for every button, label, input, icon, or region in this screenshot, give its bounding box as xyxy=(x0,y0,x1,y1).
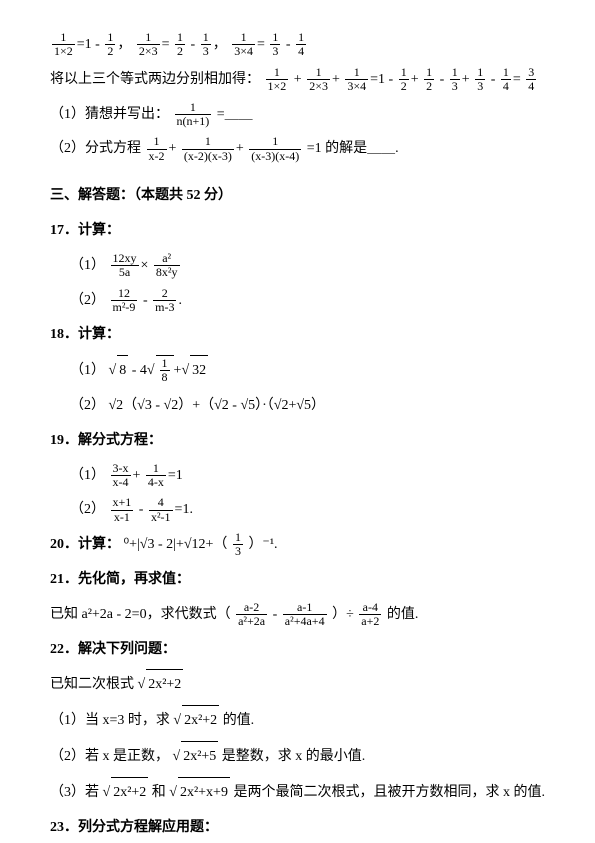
equation-sum-line: 将以上三个等式两边分别相加得： 11×2 + 12×3+ 13×4=1 - 12… xyxy=(50,65,545,96)
q21-heading: 21．先化简，再求值： xyxy=(50,565,545,596)
sum-text: 将以上三个等式两边分别相加得： xyxy=(50,72,260,87)
q20-label: 20．计算： xyxy=(50,537,120,552)
q18-heading: 18．计算： xyxy=(50,320,545,351)
q23-heading: 23．列分式方程解应用题： xyxy=(50,813,545,843)
q21-c: 的值. xyxy=(387,607,419,622)
q19-heading: 19．解分式方程： xyxy=(50,426,545,457)
fenshi-label: （2）分式方程 xyxy=(50,141,141,156)
guess-line: （1）猜想并写出： 1n(n+1) =＿＿ xyxy=(50,100,545,131)
q22-1-end: 的值. xyxy=(223,713,255,728)
q20: 20．计算： ⁰+|√3 - 2|+√12+（ 13 ）⁻¹. xyxy=(50,530,545,561)
q22-intro-text: 已知二次根式 xyxy=(50,677,134,692)
q21-a: 已知 a²+2a - 2=0，求代数式（ xyxy=(50,607,231,622)
q18-1: （1） √8 - 4√18+√32 xyxy=(50,355,545,387)
q19-1-label: （1） xyxy=(70,468,105,483)
q18-2-expr: √2（√3 - √2）+（√2 - √5）·（√2+√5） xyxy=(109,398,326,413)
q19-2-label: （2） xyxy=(70,502,105,517)
fenshi-line: （2）分式方程 1x-2+ 1(x-2)(x-3)+ 1(x-3)(x-4) =… xyxy=(50,134,545,165)
equation-line-top: 11×2=1 - 12， 12×3= 12 - 13， 13×4= 13 - 1… xyxy=(50,30,545,61)
q22-2-end: 是整数，求 x 的最小值. xyxy=(222,749,366,764)
q22-2: （2）若 x 是正数， √2x²+5 是整数，求 x 的最小值. xyxy=(50,741,545,773)
q22-heading: 22．解决下列问题： xyxy=(50,635,545,666)
q22-3-label: （3）若 xyxy=(50,785,99,800)
q18-1-label: （1） xyxy=(70,363,105,378)
q17-heading: 17．计算： xyxy=(50,216,545,247)
q17-1-label: （1） xyxy=(70,258,105,273)
q18-2: （2） √2（√3 - √2）+（√2 - √5）·（√2+√5） xyxy=(50,391,545,422)
guess-label: （1）猜想并写出： xyxy=(50,107,169,122)
q21-body: 已知 a²+2a - 2=0，求代数式（ a-2a²+2a - a-1a²+4a… xyxy=(50,600,545,631)
q19-2: （2） x+1x-1 - 4x²-1=1. xyxy=(50,495,545,526)
q22-3: （3）若 √2x²+2 和 √2x²+x+9 是两个最简二次根式，且被开方数相同… xyxy=(50,777,545,809)
fenshi-end: =1 的解是＿＿. xyxy=(307,141,399,156)
q22-intro: 已知二次根式 √2x²+2 xyxy=(50,669,545,701)
q22-3-end: 是两个最简二次根式，且被开方数相同，求 x 的值. xyxy=(233,785,545,800)
q17-2-label: （2） xyxy=(70,293,105,308)
q17-1: （1） 12xy5a× a²8x²y xyxy=(50,251,545,282)
q20-expr-a: ⁰+|√3 - 2|+√12+（ xyxy=(124,537,228,552)
q22-2-label: （2）若 x 是正数， xyxy=(50,749,169,764)
section-3-heading: 三、解答题：（本题共 52 分） xyxy=(50,181,545,212)
q22-1-label: （1）当 x=3 时，求 xyxy=(50,713,170,728)
q17-2: （2） 12m²-9 - 2m-3. xyxy=(50,286,545,317)
q20-expr-b: ）⁻¹. xyxy=(248,537,277,552)
q21-b: ）÷ xyxy=(332,607,354,622)
q19-1: （1） 3-xx-4+ 14-x=1 xyxy=(50,461,545,492)
q22-1: （1）当 x=3 时，求 √2x²+2 的值. xyxy=(50,705,545,737)
q18-2-label: （2） xyxy=(70,398,105,413)
q22-3-mid: 和 xyxy=(152,785,166,800)
